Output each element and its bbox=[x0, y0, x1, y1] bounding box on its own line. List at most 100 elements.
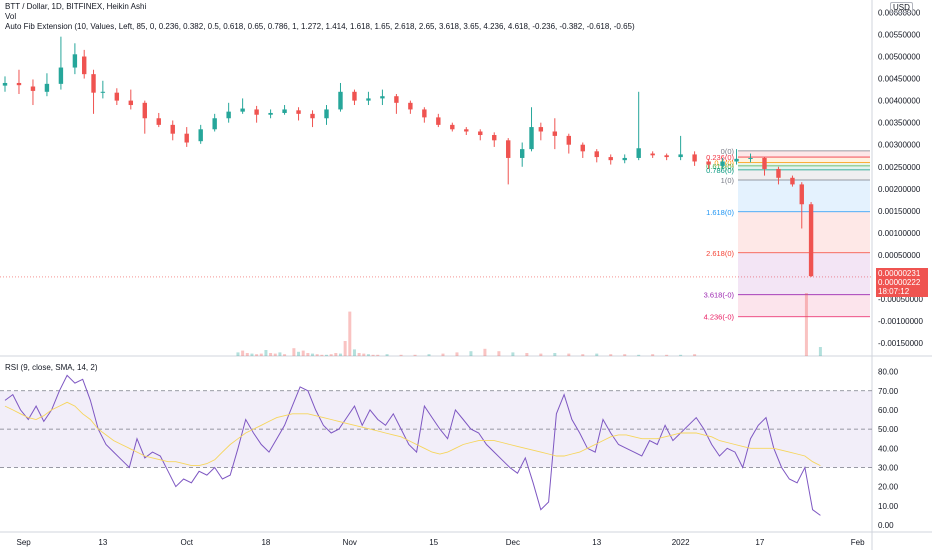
candle bbox=[44, 73, 50, 97]
candle bbox=[776, 166, 781, 185]
candle bbox=[566, 133, 571, 154]
rsi-pane bbox=[0, 374, 872, 516]
volume-bar bbox=[315, 354, 319, 356]
volume-bar bbox=[301, 350, 305, 356]
candle bbox=[790, 175, 795, 187]
rsi-tick-label: 50.00 bbox=[878, 425, 899, 434]
price-tick-label: 0.00450000 bbox=[878, 75, 921, 84]
volume-bar bbox=[818, 347, 822, 356]
candle bbox=[706, 158, 711, 169]
volume-bar bbox=[362, 353, 366, 356]
candle bbox=[268, 109, 273, 119]
candle bbox=[142, 100, 147, 134]
candle bbox=[184, 127, 189, 147]
candle bbox=[114, 88, 120, 106]
price-tick-label: 0.00050000 bbox=[878, 251, 921, 260]
close-price-badge: 0.00000222 bbox=[876, 277, 928, 288]
volume-bar bbox=[385, 354, 389, 356]
candle bbox=[2, 76, 8, 92]
price-tick-label: -0.00100000 bbox=[878, 317, 923, 326]
volume-bar bbox=[236, 352, 240, 356]
rsi-tick-label: 70.00 bbox=[878, 387, 899, 396]
candle bbox=[30, 79, 36, 106]
candle bbox=[622, 154, 627, 164]
volume-bar bbox=[693, 354, 697, 356]
price-tick-label: 0.00300000 bbox=[878, 141, 921, 150]
candle bbox=[338, 82, 343, 112]
volume-bar bbox=[539, 353, 543, 356]
volume-bar bbox=[553, 353, 557, 356]
candle bbox=[324, 105, 329, 125]
volume-bar bbox=[357, 353, 361, 356]
price-tick-label: 0.00100000 bbox=[878, 229, 921, 238]
volume-bar bbox=[623, 354, 627, 356]
candle bbox=[608, 154, 613, 165]
rsi-tick-label: 20.00 bbox=[878, 483, 899, 492]
fib-level-label: 1.618(0) bbox=[706, 208, 734, 217]
volume-bar bbox=[273, 353, 277, 356]
countdown-badge: 18:07:12 bbox=[876, 286, 928, 297]
volume-bar bbox=[292, 348, 296, 356]
candle bbox=[422, 107, 427, 123]
candle bbox=[156, 112, 161, 128]
volume-bar bbox=[259, 353, 263, 356]
volume-bar bbox=[264, 350, 268, 356]
volume-bar bbox=[352, 349, 356, 356]
volume-bar bbox=[241, 350, 245, 356]
price-tick-label: 0.00250000 bbox=[878, 163, 921, 172]
volume-bar bbox=[441, 353, 445, 356]
volume-bar bbox=[306, 353, 310, 356]
fib-legend: Auto Fib Extension (10, Values, Left, 85… bbox=[5, 22, 635, 31]
price-tick-label: -0.00150000 bbox=[878, 339, 923, 348]
price-tick-label: 0.00150000 bbox=[878, 207, 921, 216]
candle bbox=[226, 102, 231, 123]
price-tick-label: -0.00050000 bbox=[878, 295, 923, 304]
vol-legend: Vol bbox=[5, 12, 17, 21]
volume-bar bbox=[483, 348, 487, 356]
candle bbox=[82, 49, 87, 79]
volume-bar bbox=[567, 353, 571, 356]
volume-bar bbox=[665, 354, 669, 356]
volume-bar bbox=[278, 352, 282, 356]
fib-level-label: 0.618(0) bbox=[706, 162, 734, 171]
rsi-tick-label: 10.00 bbox=[878, 502, 899, 511]
time-tick-label: 18 bbox=[261, 538, 270, 547]
volume-bar bbox=[427, 354, 431, 356]
time-tick-label: 15 bbox=[429, 538, 438, 547]
volume-bar bbox=[250, 353, 254, 356]
volume-bar bbox=[338, 353, 342, 356]
volume-bar bbox=[399, 354, 403, 356]
volume-bar bbox=[366, 354, 370, 356]
candle bbox=[799, 182, 804, 229]
time-tick-label: 2022 bbox=[672, 538, 690, 547]
fib-level-label: 0.786(0) bbox=[706, 166, 734, 175]
currency-button[interactable]: USD bbox=[890, 2, 913, 13]
candle bbox=[436, 113, 441, 128]
candle bbox=[240, 98, 245, 114]
chart-title: BTT / Dollar, 1D, BITFINEX, Heikin Ashi bbox=[5, 2, 147, 11]
volume-bar bbox=[348, 311, 352, 356]
candle bbox=[16, 69, 22, 94]
candle bbox=[282, 105, 287, 115]
volume-bar bbox=[595, 353, 599, 356]
volume-bar bbox=[325, 354, 329, 356]
volume-bar bbox=[455, 352, 459, 356]
time-tick-label: Dec bbox=[506, 538, 520, 547]
candle bbox=[128, 89, 134, 110]
price-tick-label: 0.00200000 bbox=[878, 185, 921, 194]
candle bbox=[72, 43, 78, 75]
volume-bar bbox=[804, 293, 808, 356]
volume-bar bbox=[376, 354, 380, 356]
volume-bar bbox=[511, 352, 515, 356]
candle bbox=[734, 149, 739, 165]
price-tick-label: 0.00500000 bbox=[878, 53, 921, 62]
time-tick-label: 13 bbox=[98, 538, 107, 547]
volume-bar bbox=[245, 353, 249, 356]
time-tick-label: Sep bbox=[17, 538, 32, 547]
volume-bar bbox=[497, 351, 501, 356]
time-tick-label: 17 bbox=[755, 538, 764, 547]
price-tick-label: 0.00400000 bbox=[878, 97, 921, 106]
volume-bar bbox=[371, 354, 375, 356]
rsi-tick-label: 30.00 bbox=[878, 463, 899, 472]
candle bbox=[808, 202, 814, 278]
